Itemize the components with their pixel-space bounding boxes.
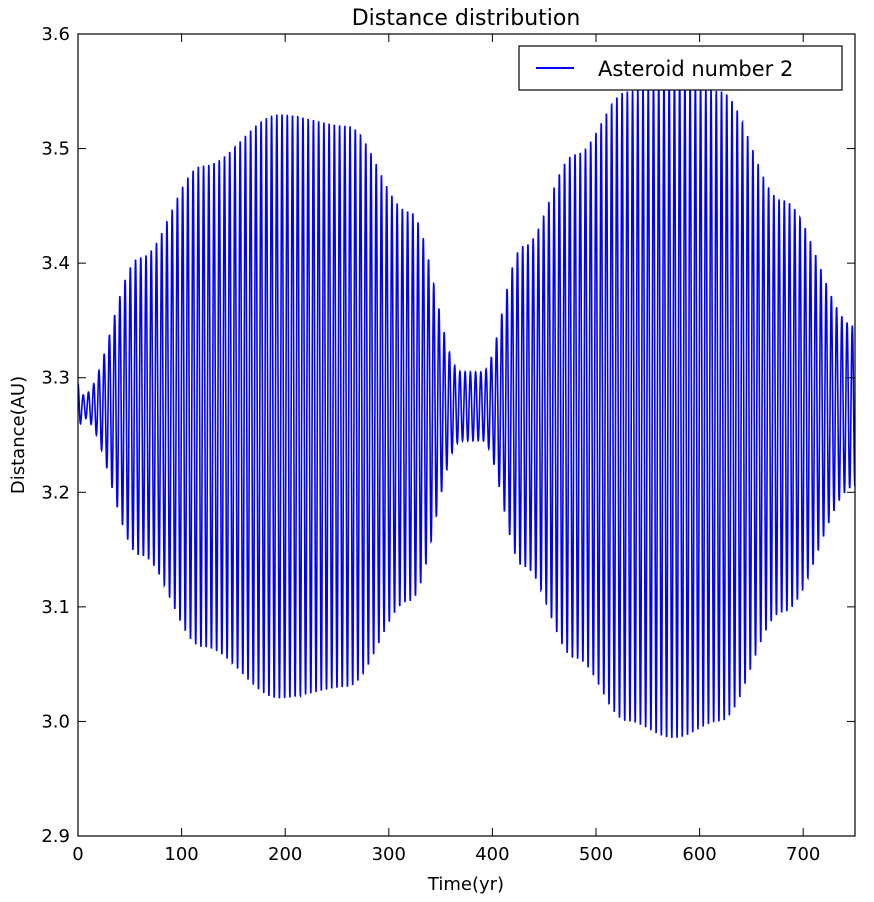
y-tick-label: 3.4 xyxy=(41,253,70,274)
y-tick-label: 3.1 xyxy=(41,597,70,618)
y-tick-label: 3.6 xyxy=(41,24,70,45)
y-tick-label: 3.3 xyxy=(41,368,70,389)
legend: Asteroid number 2 xyxy=(518,45,843,91)
plot-frame xyxy=(77,33,856,837)
x-axis-label: Time(yr) xyxy=(427,874,504,895)
x-tick-label: 400 xyxy=(475,844,509,865)
x-tick-label: 0 xyxy=(72,844,83,865)
plot-area xyxy=(78,74,855,739)
y-tick-label: 3.2 xyxy=(41,482,70,503)
y-tick-label: 3.5 xyxy=(41,139,70,160)
series-line-asteroid xyxy=(78,74,855,739)
x-tick-label: 100 xyxy=(164,844,198,865)
chart-title: Distance distribution xyxy=(352,6,581,31)
y-tick-label: 3.0 xyxy=(41,711,70,732)
x-tick-label: 200 xyxy=(268,844,302,865)
legend-label: Asteroid number 2 xyxy=(598,57,793,81)
x-tick-label: 600 xyxy=(682,844,716,865)
x-tick-label: 500 xyxy=(579,844,613,865)
y-tick-label: 2.9 xyxy=(41,826,70,847)
x-axis: 0 100 200 300 400 500 600 700 xyxy=(72,34,820,865)
x-tick-label: 300 xyxy=(372,844,406,865)
x-tick-label: 700 xyxy=(786,844,820,865)
y-axis: 2.9 3.0 3.1 3.2 3.3 3.4 3.5 3.6 xyxy=(41,24,855,847)
y-axis-label: Distance(AU) xyxy=(8,376,29,494)
